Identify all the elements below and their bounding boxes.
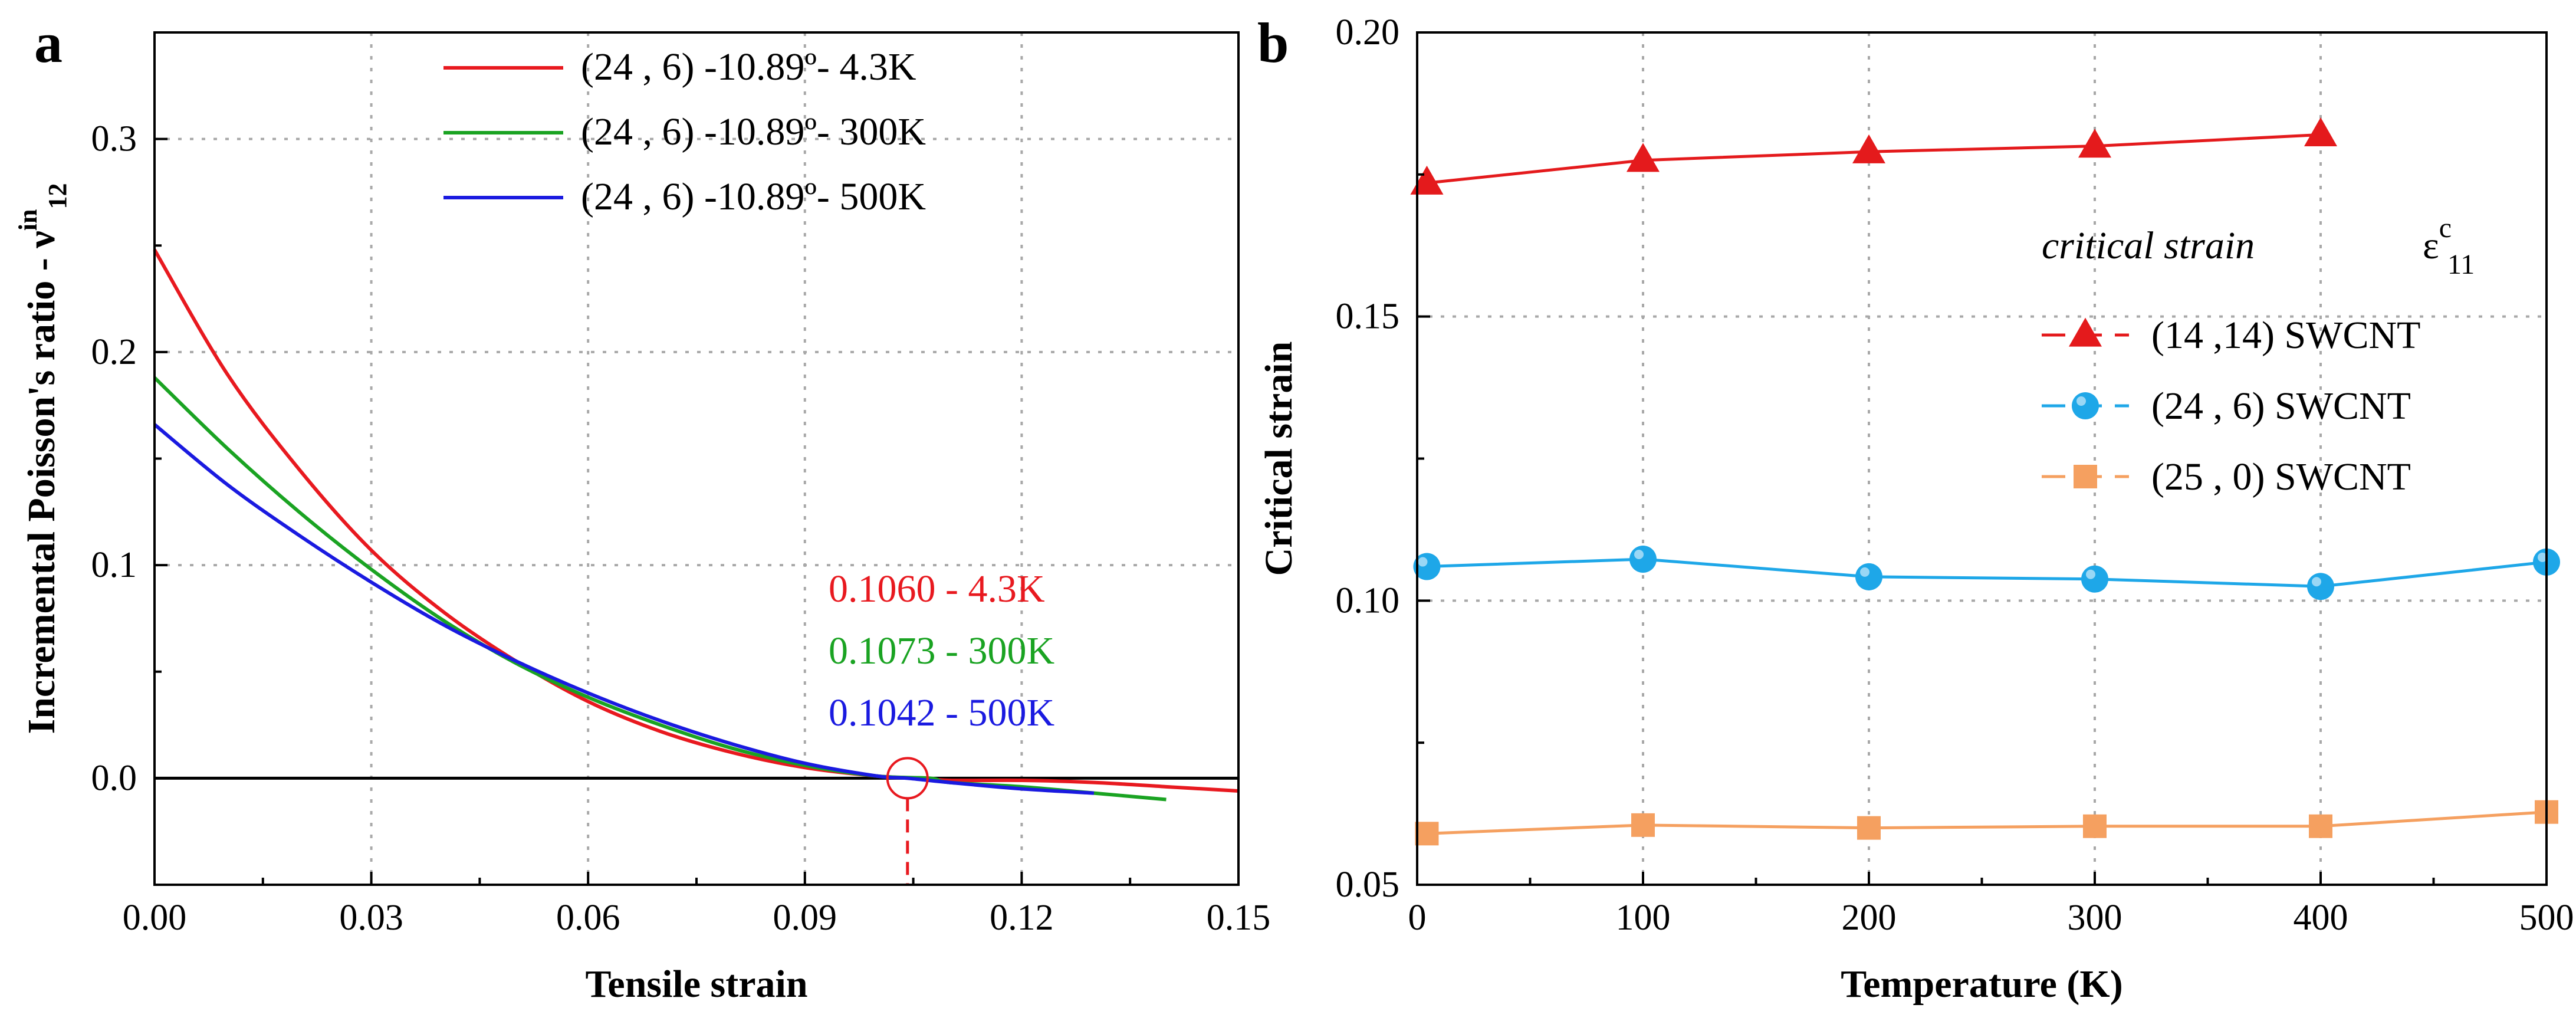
panel-b-grid [1417,32,2547,885]
panel-a: a 0.00 0.03 0.06 0.09 0.12 0.15 0.0 0.1 0.2 0.3 T… [14,11,1270,1006]
panel-b-series-2-point-highlight [1634,550,1644,560]
panel-a-y-axis-title-sup: in [14,209,42,231]
panel-a-letter: a [34,11,63,74]
panel-b-series-3-point [1631,813,1655,837]
panel-a-y-tick-label: 0.1 [91,545,137,585]
panel-a-y-tick-label: 0.0 [91,758,137,798]
panel-b-legend-symbol-main: ε [2423,224,2439,267]
panel-b-series-2-point-highlight [1860,567,1869,577]
panel-b-legend-symbol-sub: 11 [2447,249,2475,280]
panel-b-series-2-point [1629,546,1657,573]
panel-b-series-1-point [2304,117,2337,146]
panel-b-series-3-point [2083,814,2107,838]
panel-a-x-tick-label: 0.03 [339,898,403,938]
panel-b-letter: b [1257,11,1289,74]
panel-b-y-tick-label: 0.10 [1336,580,1400,621]
panel-b-legend-title: critical strain [2042,224,2255,267]
panel-b-series-2-point [1855,563,1882,590]
panel-b-series-1-point [1627,143,1660,172]
panel-b-series-2-point-highlight [1418,557,1428,567]
panel-a-y-tick-label: 0.3 [91,119,137,159]
panel-b-legend-label-2: (24 , 6) SWCNT [2151,385,2411,428]
panel-a-x-tick-label: 0.00 [123,898,187,938]
panel-a-legend-label-3: (24 , 6) -10.89º- 500K [581,175,926,218]
panel-b-series-2-point [2081,565,2108,593]
panel-b-x-tick-label: 500 [2519,898,2574,938]
panel-a-x-tick-label: 0.06 [556,898,620,938]
panel-b-series-1-point [2078,129,2111,158]
panel-b-series-2-point-highlight [2086,569,2095,579]
panel-a-y-tick-label: 0.2 [91,332,137,372]
panel-b-x-tick-label: 400 [2294,898,2348,938]
panel-b-ticks: 0 100 200 300 400 500 0.05 0.10 0.15 0.20 [1336,12,2574,938]
panel-a-plot-frame [153,31,1240,886]
panel-b-legend-swatch-marker-2 [2072,392,2099,419]
panel-b-series-1-point [1410,165,1444,195]
panel-b-legend-label-3: (25 , 0) SWCNT [2151,455,2411,498]
panel-b-legend: critical strain εc 11 (14 ,14) SWCNT (24 , 6… [2042,212,2475,498]
panel-b-y-tick-label: 0.20 [1336,12,1400,52]
panel-a-annotation-3: 0.1042 - 500K [829,691,1054,734]
panel-b-series [1410,117,2560,846]
panel-b: b 0 100 200 300 400 500 0.05 0.10 0.15 0.20 Tempe… [1257,11,2574,1006]
panel-a-series [153,248,1239,802]
panel-a-ticks: 0.00 0.03 0.06 0.09 0.12 0.15 0.0 0.1 0.2 0.3 [91,119,1271,938]
panel-a-x-axis-title: Tensile strain [585,963,807,1006]
panel-b-x-tick-label: 300 [2068,898,2122,938]
panel-b-series-2-point [2307,573,2334,600]
panel-b-series-2-point-highlight [2312,577,2321,587]
panel-b-y-tick-label: 0.05 [1336,865,1400,905]
panel-a-x-tick-label: 0.09 [773,898,837,938]
panel-b-series-1-point [1852,134,1885,163]
panel-a-series-line-1 [153,248,1239,793]
panel-b-series-3-point [1857,816,1881,840]
panel-a-legend-label-1: (24 , 6) -10.89º- 4.3K [581,45,916,88]
panel-b-legend-swatch-marker-2-highlight [2076,396,2086,406]
panel-b-x-tick-label: 0 [1408,898,1427,938]
panel-b-y-axis-title: Critical strain [1257,342,1300,576]
panel-b-series-line-2 [1427,557,2547,588]
panel-b-series-3-point [2309,814,2332,838]
panel-a-legend: (24 , 6) -10.89º- 4.3K (24 , 6) -10.89º- … [443,45,926,218]
panel-a-x-tick-label: 0.12 [990,898,1054,938]
panel-a-y-axis-title: Incremental Poisson's ratio - νin12 [14,183,72,734]
panel-a-annotation-1: 0.1060 - 4.3K [829,567,1045,610]
panel-b-y-tick-label: 0.15 [1336,297,1400,337]
panel-b-legend-label-1: (14 ,14) SWCNT [2151,314,2420,357]
panel-b-legend-symbol-sup: c [2439,212,2452,244]
panel-b-series-2-point-highlight [2538,552,2547,562]
panel-b-x-tick-label: 100 [1616,898,1671,938]
panel-b-x-axis-title: Temperature (K) [1841,963,2122,1006]
panel-a-annotation-2: 0.1073 - 300K [829,629,1054,672]
panel-a-series-line-3 [153,423,1095,795]
panel-a-grid [155,32,1238,885]
panel-a-legend-label-2: (24 , 6) -10.89º- 300K [581,110,926,153]
panel-b-x-tick-label: 200 [1842,898,1897,938]
panel-b-legend-swatch-marker-3 [2074,465,2097,488]
panel-b-series-3-point [1415,822,1439,846]
panel-a-annotations: 0.1060 - 4.3K 0.1073 - 300K 0.1042 - 500K [829,567,1054,734]
panel-a-y-axis-title-main: Incremental Poisson's ratio - ν [20,231,63,734]
panel-a-x-tick-label: 0.15 [1207,898,1271,938]
panel-b-legend-symbol: εc 11 [2423,212,2475,280]
panel-b-legend-swatch-marker-1 [2069,317,2102,347]
panel-a-crossing-marker [886,757,929,885]
panel-b-series-line-3 [1427,810,2547,835]
panel-a-y-axis-title-sub: 12 [43,183,72,209]
